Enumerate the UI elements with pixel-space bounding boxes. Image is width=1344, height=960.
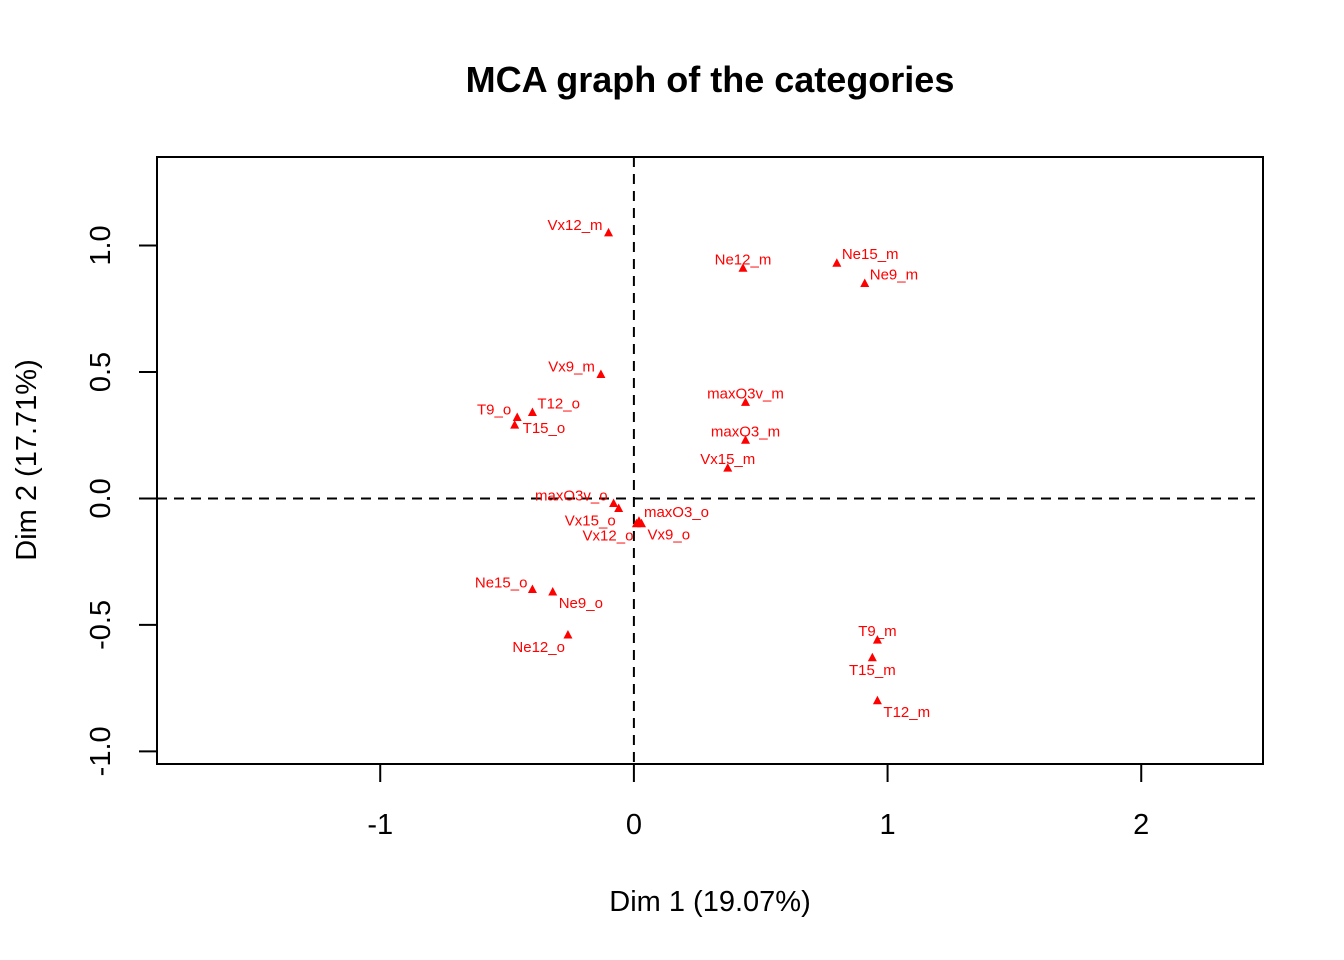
point-marker [872, 695, 882, 705]
point-label: maxO3_o [644, 504, 709, 521]
point-label: Ne12_o [512, 639, 565, 656]
point-label: T9_o [477, 402, 511, 419]
point-label: maxO3v_o [535, 487, 608, 504]
y-tick-label: 0.0 [85, 478, 117, 518]
point-label: Ne15_m [842, 246, 899, 263]
point-label: maxO3_m [711, 423, 780, 440]
point-marker [604, 227, 614, 237]
point-label: Vx12_o [583, 528, 634, 545]
x-tick-label: 1 [879, 809, 895, 841]
point-label: T12_o [537, 395, 580, 412]
point-marker [512, 412, 522, 422]
x-tick-label: -1 [367, 809, 393, 841]
point-marker [741, 435, 751, 444]
point-marker [563, 630, 573, 639]
point-marker [596, 369, 606, 379]
point-marker [723, 463, 733, 472]
point-label: Vx9_o [648, 527, 691, 544]
y-tick-label: 1.0 [85, 225, 117, 265]
point-marker [548, 587, 558, 596]
point-label: Vx15_o [565, 513, 616, 530]
point-marker [867, 652, 877, 662]
point-marker [614, 503, 624, 513]
y-tick-label: 0.5 [85, 352, 117, 392]
chart-title: MCA graph of the categories [466, 59, 955, 100]
point-label: T9_m [858, 623, 896, 640]
y-tick-label: -1.0 [85, 726, 117, 776]
x-tick-label: 0 [626, 809, 642, 841]
point-label: T15_m [849, 662, 896, 679]
point-marker [741, 397, 751, 406]
point-label: Vx12_m [548, 217, 603, 234]
x-axis-label: Dim 1 (19.07%) [609, 886, 810, 918]
point-label: Ne12_m [715, 251, 772, 268]
point-marker [510, 420, 520, 429]
point-label: T15_o [523, 420, 566, 437]
point-marker [832, 258, 842, 267]
point-marker [527, 407, 537, 416]
point-label: Ne9_o [559, 595, 603, 612]
point-label: Ne15_o [475, 574, 528, 591]
point-label: Vx15_m [700, 451, 755, 468]
point-marker [872, 635, 882, 644]
y-axis-label: Dim 2 (17.71%) [11, 359, 43, 560]
point-label: Ne9_m [870, 266, 918, 283]
point-marker [637, 518, 647, 528]
point-marker [609, 498, 619, 507]
point-label: T12_m [883, 704, 930, 721]
point-marker [738, 263, 748, 272]
point-marker [860, 278, 870, 287]
point-label: maxO3v_m [707, 385, 784, 402]
y-tick-label: -0.5 [85, 600, 117, 650]
point-marker [527, 584, 537, 593]
x-tick-label: 2 [1133, 809, 1149, 841]
point-label: Vx9_m [548, 359, 595, 376]
plot-area: -1 0 1 2 -1.0 -0.5 0.0 0.5 1.0 Vx12_m Ne12_m Ne15_m… [85, 156, 1264, 841]
